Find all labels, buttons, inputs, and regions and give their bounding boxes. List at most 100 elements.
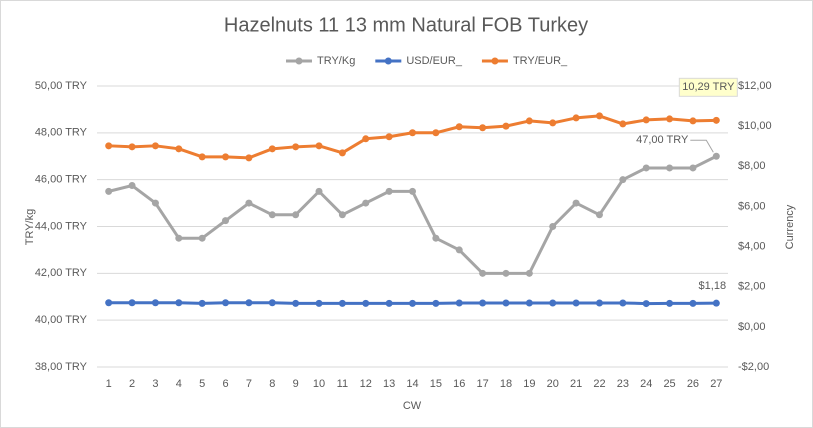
point — [105, 187, 113, 195]
point — [666, 299, 674, 307]
y2-tick-label: $6,00 — [738, 200, 766, 212]
point — [409, 187, 416, 195]
leader-line — [690, 139, 714, 153]
data-label-box — [678, 77, 738, 97]
point — [712, 116, 720, 124]
x-tick-label: 17 — [476, 378, 488, 390]
point — [595, 299, 603, 307]
point — [595, 112, 603, 120]
point — [292, 211, 300, 219]
point — [525, 269, 533, 277]
x-tick-label: 4 — [176, 378, 182, 390]
point — [525, 299, 533, 307]
point — [432, 129, 440, 137]
point — [245, 199, 253, 207]
point — [175, 234, 183, 242]
point — [689, 299, 697, 307]
point — [432, 299, 440, 307]
point — [385, 133, 393, 141]
point — [689, 117, 697, 125]
point — [432, 234, 440, 242]
point — [222, 299, 230, 307]
point — [362, 199, 370, 207]
point — [338, 211, 346, 219]
y2-axis-label: Currency — [784, 204, 796, 249]
x-axis-label: CW — [403, 400, 422, 412]
point — [362, 299, 370, 307]
point — [455, 123, 463, 131]
point — [619, 176, 627, 184]
point — [479, 299, 487, 307]
legend-marker — [384, 57, 392, 65]
point — [502, 299, 510, 307]
point — [151, 199, 159, 207]
point — [455, 246, 463, 254]
point — [712, 152, 720, 160]
y2-tick-label: $4,00 — [738, 240, 766, 252]
x-tick-label: 6 — [222, 378, 228, 390]
point — [151, 142, 159, 150]
point — [385, 187, 393, 195]
point — [222, 217, 230, 225]
x-tick-label: 7 — [246, 378, 252, 390]
y-tick-label: 48,00 TRY — [35, 127, 88, 139]
point — [525, 117, 533, 125]
point — [292, 299, 300, 307]
x-tick-label: 26 — [687, 378, 699, 390]
x-tick-label: 5 — [199, 378, 205, 390]
data-label: $1,18 — [699, 280, 727, 292]
point — [268, 145, 276, 153]
point — [292, 143, 300, 151]
point — [245, 299, 253, 307]
x-tick-label: 15 — [430, 378, 442, 390]
point — [572, 199, 580, 207]
point — [642, 164, 650, 172]
point — [479, 269, 487, 277]
x-tick-label: 2 — [129, 378, 135, 390]
point — [572, 299, 580, 307]
y2-tick-label: $2,00 — [738, 281, 766, 293]
x-tick-label: 14 — [406, 378, 418, 390]
point — [549, 119, 557, 127]
point — [268, 299, 276, 307]
y2-tick-label: $0,00 — [738, 321, 766, 333]
x-tick-label: 9 — [293, 378, 299, 390]
x-tick-label: 3 — [152, 378, 158, 390]
point — [455, 299, 463, 307]
point — [385, 299, 393, 307]
point — [619, 299, 627, 307]
x-tick-label: 16 — [453, 378, 465, 390]
point — [409, 129, 416, 137]
x-tick-label: 18 — [500, 378, 512, 390]
point — [619, 120, 627, 128]
point — [198, 153, 206, 161]
point — [315, 187, 323, 195]
y2-tick-label: $8,00 — [738, 160, 766, 172]
x-tick-label: 10 — [313, 378, 325, 390]
chart-title: Hazelnuts 11 13 mm Natural FOB Turkey — [224, 14, 588, 36]
y-tick-label: 46,00 TRY — [35, 174, 88, 186]
point — [222, 153, 230, 161]
x-tick-label: 13 — [383, 378, 395, 390]
point — [689, 164, 697, 172]
x-tick-label: 1 — [106, 378, 112, 390]
legend-marker — [491, 57, 499, 65]
y-tick-label: 50,00 TRY — [35, 80, 88, 92]
point — [642, 116, 650, 124]
legend-label: USD/EUR_ — [406, 55, 463, 67]
y2-tick-label: $12,00 — [738, 80, 772, 92]
y-tick-label: 42,00 TRY — [35, 267, 88, 279]
x-tick-label: 27 — [710, 378, 722, 390]
x-tick-label: 22 — [593, 378, 605, 390]
point — [175, 145, 183, 153]
point — [151, 299, 159, 307]
legend-label: TRY/EUR_ — [513, 55, 568, 67]
point — [128, 143, 136, 151]
point — [666, 115, 674, 123]
y2-tick-label: -$2,00 — [738, 361, 769, 373]
x-tick-label: 23 — [617, 378, 629, 390]
x-tick-label: 24 — [640, 378, 652, 390]
x-tick-label: 19 — [523, 378, 535, 390]
